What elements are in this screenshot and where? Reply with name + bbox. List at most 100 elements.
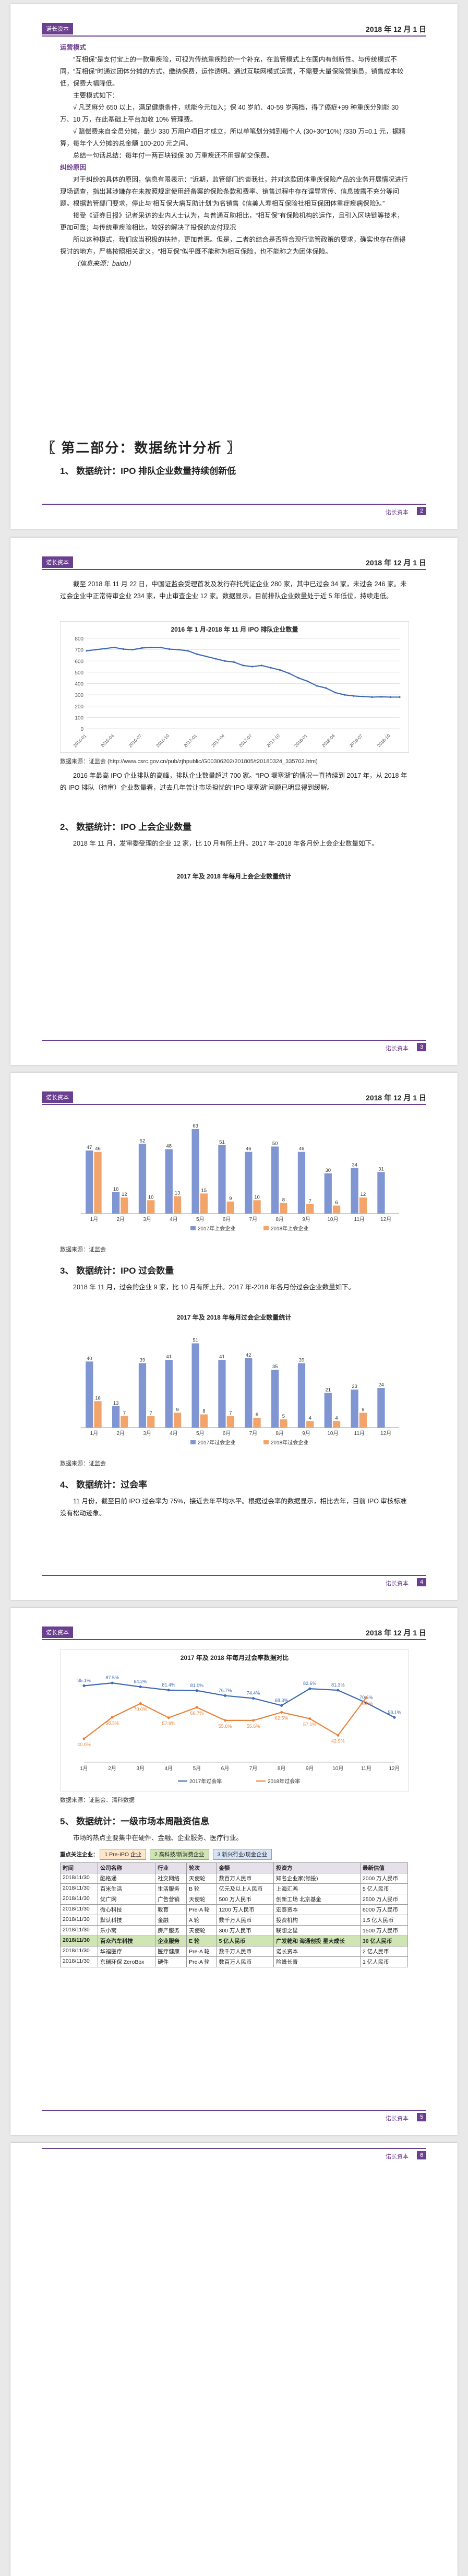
chart-title: 2017 年及 2018 年每月上会企业数量统计 <box>176 873 292 880</box>
data-point <box>337 1689 340 1692</box>
bar <box>377 1172 385 1214</box>
bar-value-label: 41 <box>219 1354 225 1360</box>
bar <box>324 1393 332 1428</box>
table-cell: 2500 万人民币 <box>359 1894 409 1905</box>
x-tick-label: 2月 <box>116 1430 125 1437</box>
source-note: 数据来源：证监会 (http://www.csrc.gov.cn/pub/zjh… <box>60 758 318 765</box>
bar <box>200 1414 208 1428</box>
data-label: 40.0% <box>77 1742 91 1747</box>
bar <box>271 1146 279 1214</box>
source-note: 数据来源：证监会、清科数据 <box>60 1797 135 1803</box>
table-cell: 企业服务 <box>155 1936 187 1946</box>
bar-value-label: 42 <box>246 1352 251 1358</box>
bar-value-label: 46 <box>246 1146 251 1152</box>
data-label: 84.2% <box>134 1679 147 1684</box>
legend-label: 2018年上会企业 <box>271 1225 308 1232</box>
bar <box>218 1145 226 1214</box>
table-cell: 华福医疗 <box>97 1946 156 1957</box>
legend-pre-ipo: 1 Pre-IPO 企业 <box>100 1849 147 1860</box>
page-2: 诺长资本 2018 年 12 月 1 日 截至 2018 年 11 月 22 日… <box>10 538 458 1065</box>
x-tick-label: 2018-04 <box>321 733 336 748</box>
data-point <box>242 664 244 667</box>
section-title-1: 1、 数据统计：IPO 排队企业数量持续创新低 <box>60 466 236 476</box>
data-label: 81.0% <box>190 1683 204 1688</box>
x-tick-label: 2016-01 <box>72 733 87 748</box>
bar-value-label: 12 <box>122 1192 127 1197</box>
paragraph: 11 月份，截至目前 IPO 过会率为 75%，接近去年平均水平。根据过会率的数… <box>60 1498 407 1517</box>
x-tick-label: 2017-07 <box>238 733 253 748</box>
table-cell: 300 万人民币 <box>216 1925 274 1936</box>
data-point <box>334 692 337 694</box>
data-point <box>150 646 152 648</box>
data-label: 74.4% <box>247 1691 260 1696</box>
table-cell: 数千万人民币 <box>216 1915 274 1926</box>
bar-value-label: 5 <box>282 1414 285 1419</box>
x-tick-label: 2月 <box>108 1765 116 1772</box>
bar <box>359 1197 367 1214</box>
ipo-meeting-chart: 47 46 1月 16 12 2月 52 10 3月 48 13 4月 63 15 5月 51 9 6月 46 10 7… <box>60 1114 408 1240</box>
bar-value-label: 48 <box>166 1144 172 1149</box>
data-label: 55.6% <box>247 1724 260 1729</box>
bar <box>112 1406 120 1428</box>
bar <box>271 1370 279 1428</box>
table-cell: 5 亿人民币 <box>359 1883 409 1894</box>
x-tick-label: 1月 <box>90 1216 99 1222</box>
data-point <box>389 696 391 698</box>
table-cell: 社交网络 <box>155 1873 187 1884</box>
data-point <box>325 687 327 689</box>
data-point <box>223 1694 226 1697</box>
table-cell: 2 亿人民币 <box>359 1946 409 1957</box>
table-cell: 数百万人民币 <box>216 1873 274 1884</box>
approval-rate-text: 11 月份，截至目前 IPO 过会率为 75%，接近去年平均水平。根据过会率的数… <box>60 1495 408 1520</box>
table-cell: 1 亿人民币 <box>359 1956 409 1967</box>
data-point <box>205 656 208 658</box>
column-header: 最新估值 <box>359 1862 409 1873</box>
table-cell: 宏泰资本 <box>273 1904 361 1915</box>
x-tick-label: 9月 <box>302 1430 310 1437</box>
bar <box>86 1150 93 1214</box>
page-header: 诺长资本 2018 年 12 月 1 日 <box>42 22 426 37</box>
section-heading: 纠纷原因 <box>60 164 87 171</box>
section-heading: 运营模式 <box>60 44 87 51</box>
bar <box>94 1152 102 1214</box>
x-tick-label: 3月 <box>143 1216 151 1222</box>
financing-table: 时间 公司名称 行业 轮次 金额 投资方 最新估值 2018/11/30 酷格通 社交网络 天使轮… <box>60 1862 409 1967</box>
table-cell: 数千万人民币 <box>216 1946 274 1957</box>
bar-value-label: 4 <box>335 1415 338 1421</box>
data-point <box>167 1689 170 1692</box>
table-cell: 2018/11/30 <box>60 1925 98 1936</box>
focus-legend: 重点关注企业： 1 Pre-IPO 企业 2 高科技/新消费企业 3 新兴行业/… <box>60 1849 408 1860</box>
chart-title: 2017 年及 2018 年每月过会企业数量统计 <box>176 1314 292 1321</box>
x-tick-label: 9月 <box>306 1765 314 1772</box>
ipo-queue-chart: 2016 年 1 月-2018 年 11 月 IPO 排队企业数量 0 100 20… <box>60 621 409 753</box>
data-point <box>288 672 290 674</box>
bar-value-label: 50 <box>272 1141 278 1146</box>
table-row: 2018/11/30 酷格通 社交网络 天使轮 数百万人民币 知名企业家(领投) 2000 … <box>60 1873 409 1884</box>
header-brand: 诺长资本 <box>42 556 73 568</box>
data-point <box>362 695 364 697</box>
table-cell: 险峰长青 <box>273 1956 361 1967</box>
bar-value-label: 35 <box>272 1364 278 1370</box>
x-tick-label: 9月 <box>302 1216 310 1222</box>
table-cell: 百米生活 <box>97 1883 156 1894</box>
data-point <box>337 1734 340 1737</box>
bar-value-label: 63 <box>193 1123 198 1129</box>
data-point <box>141 647 143 649</box>
x-tick-label: 4月 <box>164 1765 173 1772</box>
paragraph: 2018 年 11 月，发审委受理的企业 12 家，比 10 月有所上升。201… <box>73 840 378 847</box>
bar-value-label: 46 <box>95 1146 101 1152</box>
paragraph: 对于纠纷的具体的原因，信息有限表示：“近期，监管部门约谈我社，并对这款团体重疾保… <box>60 176 408 207</box>
bar-value-label: 12 <box>361 1192 366 1197</box>
bar <box>306 1421 314 1428</box>
table-cell: 2018/11/30 <box>60 1904 98 1915</box>
data-label: 76.7% <box>219 1688 232 1693</box>
page-footer: 诺长资本 2 <box>42 504 426 516</box>
y-tick-label: 300 <box>75 693 83 698</box>
table-header-row: 时间 公司名称 行业 轮次 金额 投资方 最新估值 <box>60 1862 409 1873</box>
bar <box>112 1192 120 1214</box>
table-cell: Pre-A 轮 <box>186 1946 217 1957</box>
data-point <box>380 696 382 698</box>
x-tick-label: 2017-01 <box>183 733 198 748</box>
data-label: 81.4% <box>162 1682 176 1688</box>
y-tick-label: 400 <box>75 682 83 687</box>
